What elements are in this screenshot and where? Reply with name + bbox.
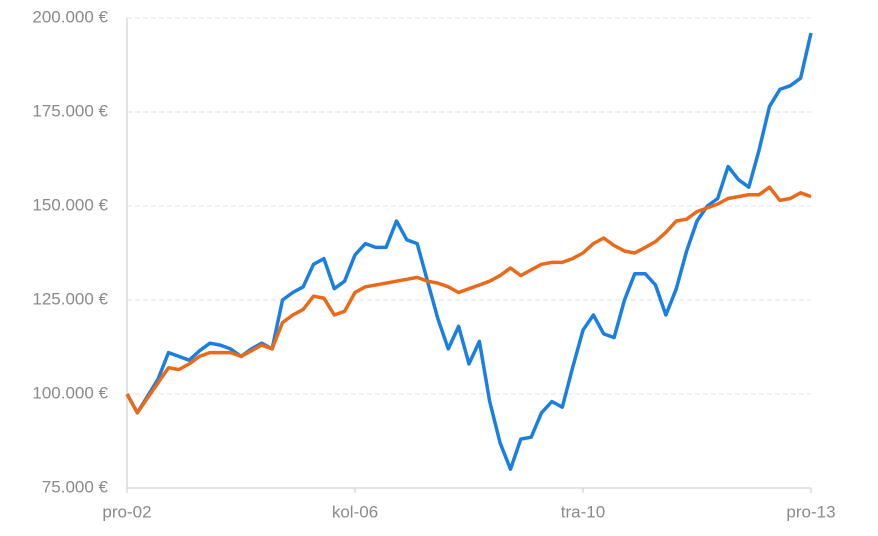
x-tick-label: tra-10	[561, 502, 605, 521]
y-tick-label: 200.000 €	[32, 7, 108, 26]
x-tick-label: kol-06	[332, 502, 378, 521]
series-line	[125, 32, 813, 471]
x-tick-label: pro-02	[102, 502, 151, 521]
y-tick-label: 125.000 €	[32, 289, 108, 308]
y-tick-label: 150.000 €	[32, 195, 108, 214]
y-tick-label: 75.000 €	[42, 477, 109, 496]
y-tick-label: 100.000 €	[32, 383, 108, 402]
y-tick-label: 175.000 €	[32, 101, 108, 120]
series-line	[125, 185, 812, 415]
x-tick-label: pro-13	[786, 502, 835, 521]
